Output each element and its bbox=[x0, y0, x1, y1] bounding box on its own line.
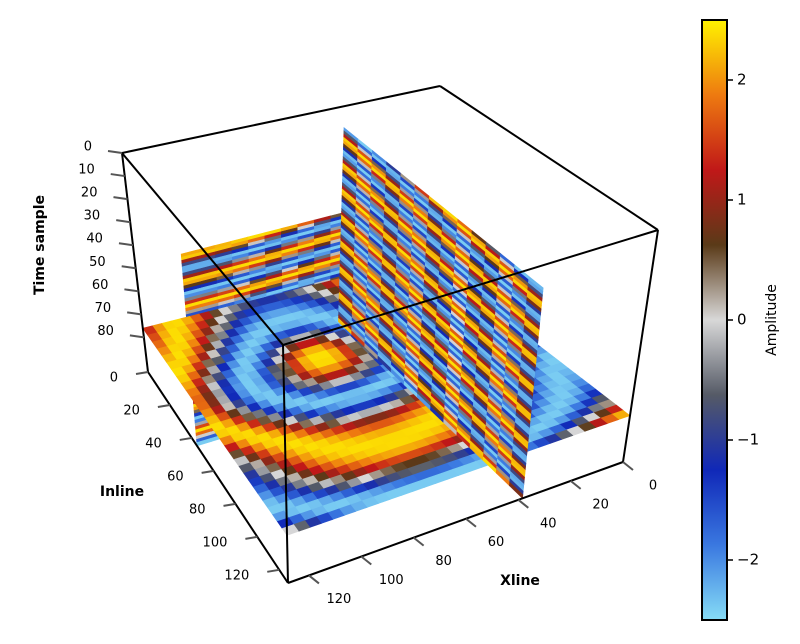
colorbar-title: Amplitude bbox=[764, 284, 780, 356]
inline-tick bbox=[267, 568, 280, 573]
colorbar-tick-label: −2 bbox=[737, 551, 759, 569]
xline-tick bbox=[413, 536, 425, 547]
inline-tick-label: 40 bbox=[145, 436, 162, 451]
xline-tick bbox=[622, 461, 634, 471]
xline-tick-label: 20 bbox=[592, 497, 609, 512]
xline-tick bbox=[360, 555, 372, 566]
box-edge bbox=[622, 229, 659, 463]
box-edge bbox=[121, 85, 441, 154]
box-edge bbox=[282, 344, 289, 584]
time-tick bbox=[118, 242, 134, 247]
inline-tick bbox=[245, 535, 258, 540]
box-edge bbox=[439, 85, 659, 231]
time-tick bbox=[129, 334, 145, 339]
xline-tick-label: 80 bbox=[435, 554, 452, 569]
xline-tick bbox=[465, 517, 477, 528]
inline-tick-label: 100 bbox=[203, 535, 228, 550]
time-tick bbox=[110, 173, 125, 178]
xline-tick-label: 100 bbox=[379, 573, 404, 588]
time-tick bbox=[116, 219, 131, 224]
time-tick-label: 40 bbox=[86, 232, 103, 247]
time-tick bbox=[124, 288, 139, 293]
colorbar bbox=[701, 19, 728, 621]
colorbar-tick-label: 1 bbox=[737, 191, 747, 209]
inline-tick-label: 80 bbox=[189, 502, 206, 517]
inline-tick bbox=[135, 371, 149, 375]
time-tick-label: 70 bbox=[95, 301, 112, 316]
inline-tick bbox=[157, 403, 171, 408]
xline-tick-label: 40 bbox=[540, 516, 557, 531]
slices bbox=[142, 127, 631, 536]
time-tick bbox=[107, 150, 123, 154]
time-axis-title: Time sample bbox=[32, 195, 48, 295]
xline-tick-label: 120 bbox=[327, 592, 352, 607]
box-edge bbox=[121, 152, 284, 346]
xline-tick bbox=[308, 574, 320, 585]
box-edge bbox=[282, 229, 659, 346]
inline-axis-title: Inline bbox=[100, 484, 144, 500]
time-tick-label: 60 bbox=[92, 278, 109, 293]
xline-tick bbox=[570, 480, 582, 490]
time-tick-label: 20 bbox=[81, 186, 98, 201]
colorbar-tick-label: −1 bbox=[737, 431, 759, 449]
xline-tick bbox=[517, 499, 529, 509]
box-edge bbox=[121, 152, 149, 373]
inline-tick-label: 60 bbox=[167, 469, 184, 484]
time-tick-label: 50 bbox=[89, 255, 106, 270]
inline-tick-label: 20 bbox=[123, 403, 140, 418]
inline-tick bbox=[223, 502, 236, 507]
xline-tick-label: 60 bbox=[488, 535, 505, 550]
inline-tick bbox=[201, 469, 214, 474]
colorbar-tick-label: 0 bbox=[737, 311, 747, 329]
time-tick bbox=[121, 265, 136, 270]
inline-tick bbox=[179, 436, 192, 441]
time-tick-label: 10 bbox=[78, 163, 95, 178]
time-tick bbox=[127, 311, 142, 316]
frame bbox=[121, 85, 659, 584]
box-edge bbox=[147, 371, 289, 584]
xline-axis-title: Xline bbox=[500, 573, 540, 589]
axes: 0 10 20 30 40 50 60 70 80 0 20 40 60 80 100 120 0 20 40 60 8… bbox=[78, 140, 657, 607]
time-tick-label: 0 bbox=[84, 140, 92, 155]
inline-tick-label: 120 bbox=[224, 568, 249, 583]
colorbar-tick-label: 2 bbox=[737, 71, 747, 89]
inline-tick-label: 0 bbox=[110, 371, 118, 386]
time-tick-label: 30 bbox=[84, 209, 101, 224]
box-edge bbox=[287, 461, 624, 584]
time-tick bbox=[113, 196, 128, 201]
time-tick-label: 80 bbox=[97, 324, 114, 339]
xline-tick-label: 0 bbox=[649, 479, 657, 494]
